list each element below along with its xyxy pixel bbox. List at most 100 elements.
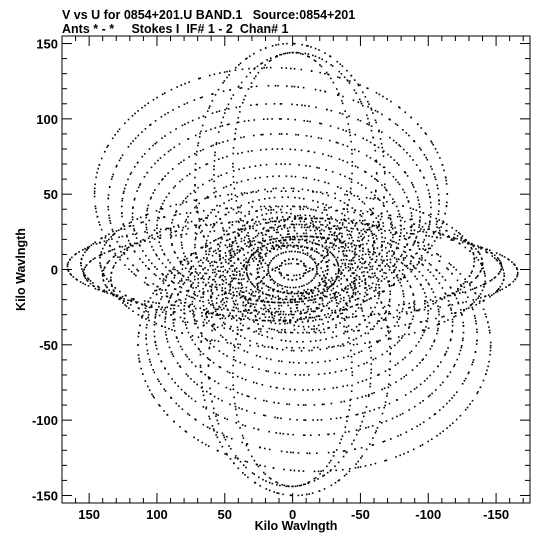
data-point	[314, 60, 317, 63]
data-point	[234, 287, 237, 290]
data-point	[509, 283, 511, 286]
data-point	[329, 293, 331, 296]
data-point	[409, 226, 412, 228]
data-point	[224, 438, 227, 441]
data-point	[185, 233, 188, 235]
data-point	[267, 289, 270, 291]
data-point	[272, 209, 275, 211]
data-point	[372, 276, 375, 278]
data-point	[250, 292, 253, 295]
data-point	[278, 118, 281, 120]
data-point	[313, 477, 316, 480]
data-point	[237, 235, 240, 237]
data-point	[209, 262, 211, 265]
data-point	[399, 219, 402, 222]
data-point	[230, 437, 233, 440]
data-point	[225, 185, 228, 188]
data-point	[413, 305, 415, 308]
data-point	[372, 198, 375, 200]
data-point	[151, 234, 153, 237]
data-point	[323, 388, 326, 390]
data-point	[357, 290, 359, 293]
data-point	[426, 377, 429, 380]
data-point	[457, 290, 459, 292]
data-point	[285, 346, 288, 349]
data-point	[201, 246, 204, 249]
data-point	[286, 52, 289, 54]
data-point	[302, 232, 305, 235]
data-point	[209, 242, 212, 244]
data-point	[266, 59, 269, 61]
data-point	[472, 265, 475, 267]
data-point	[313, 480, 316, 482]
data-point	[164, 326, 166, 328]
data-point	[452, 239, 455, 241]
data-point	[235, 455, 237, 457]
data-point	[494, 276, 497, 278]
data-point	[230, 318, 233, 320]
data-point	[306, 226, 309, 229]
data-point	[265, 229, 268, 232]
data-point	[123, 252, 125, 254]
data-point	[121, 235, 124, 238]
data-point	[193, 292, 195, 295]
data-point	[193, 318, 196, 321]
data-point	[241, 434, 244, 437]
data-point	[67, 270, 70, 272]
data-point	[124, 264, 126, 266]
data-point	[282, 236, 285, 239]
data-point	[283, 260, 286, 262]
data-point	[296, 235, 299, 238]
data-point	[310, 235, 313, 238]
data-point	[290, 250, 293, 253]
data-point	[465, 239, 467, 241]
data-point	[300, 484, 303, 487]
data-point	[217, 211, 220, 214]
data-point	[314, 319, 317, 321]
data-point	[213, 239, 215, 242]
data-point	[472, 308, 474, 311]
data-point	[235, 338, 237, 340]
data-point	[359, 249, 361, 252]
data-point	[124, 294, 127, 297]
data-point	[240, 219, 242, 222]
data-point	[285, 175, 288, 177]
data-point	[437, 232, 440, 234]
data-point	[321, 211, 324, 214]
data-point	[474, 351, 477, 354]
data-point	[257, 282, 260, 284]
data-point	[324, 277, 327, 280]
data-point	[83, 268, 86, 271]
data-point	[177, 385, 180, 387]
data-point	[276, 248, 279, 251]
data-point	[333, 238, 336, 240]
data-point	[243, 229, 246, 232]
data-point	[195, 320, 198, 322]
data-point	[152, 301, 154, 304]
data-point	[222, 82, 224, 84]
data-point	[435, 223, 438, 226]
data-point	[92, 282, 94, 284]
data-point	[159, 230, 161, 233]
data-point	[147, 237, 150, 240]
data-point	[153, 330, 156, 333]
data-point	[387, 281, 390, 283]
data-point	[219, 237, 221, 239]
data-point	[196, 257, 198, 259]
data-point	[289, 469, 292, 472]
data-point	[367, 235, 370, 237]
data-point	[378, 286, 381, 289]
data-point	[387, 153, 389, 156]
data-point	[226, 308, 229, 311]
data-point	[367, 117, 369, 120]
data-point	[247, 302, 250, 304]
data-point	[129, 242, 131, 245]
data-point	[447, 319, 449, 321]
data-point	[376, 302, 378, 304]
data-point	[244, 243, 246, 245]
data-point	[370, 209, 372, 212]
data-point	[313, 277, 315, 279]
data-point	[244, 460, 247, 463]
data-point	[395, 247, 398, 250]
data-point	[281, 284, 283, 287]
